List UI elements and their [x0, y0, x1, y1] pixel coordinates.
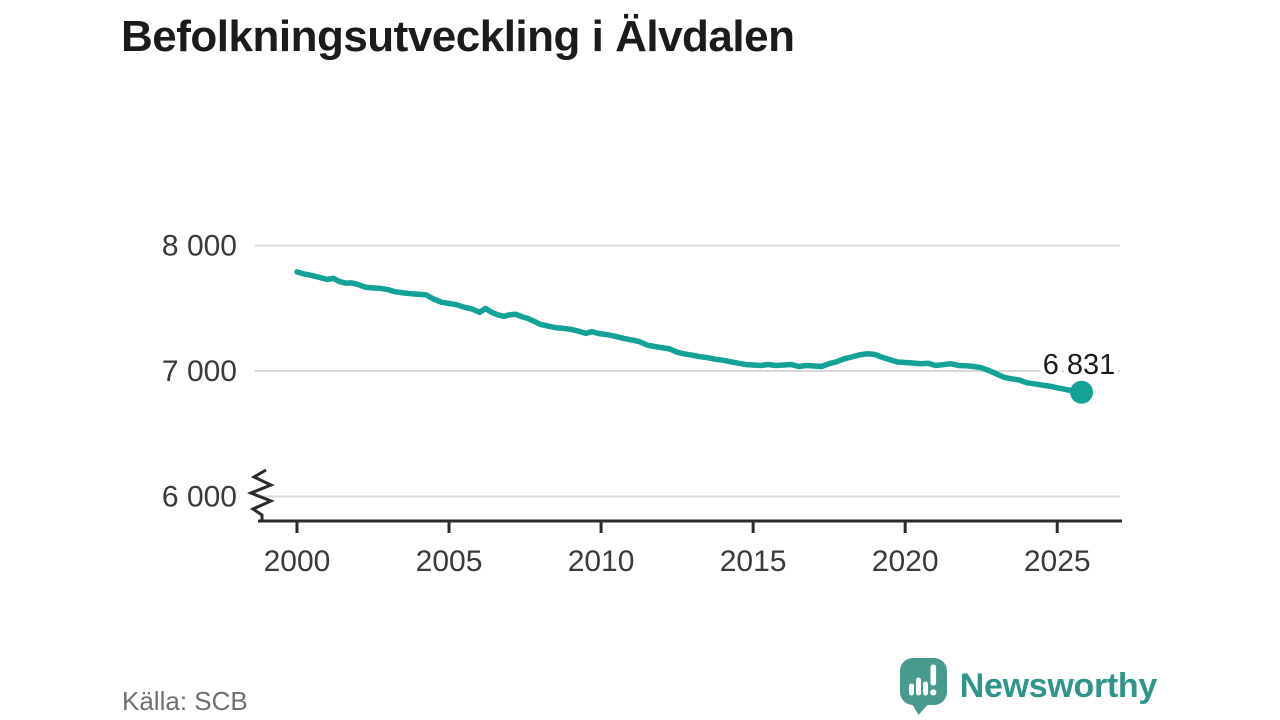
y-tick-label-6000: 6 000: [162, 481, 237, 514]
y-tick-label-7000: 7 000: [162, 355, 237, 388]
x-tick-label-2025: 2025: [1024, 545, 1091, 578]
x-tick-label-2005: 2005: [416, 545, 483, 578]
x-tick-label-2020: 2020: [872, 545, 939, 578]
x-tick-label-2010: 2010: [568, 545, 635, 578]
newsworthy-logo: Newsworthy: [899, 657, 1157, 716]
series-group: [294, 269, 1094, 404]
axis-group: [246, 468, 1122, 533]
tick-labels-group: 8 000 7 000 6 000 2000 2005 2010 2015 2020 2025: [162, 230, 1091, 579]
x-tick-label-2000: 2000: [264, 545, 331, 578]
chart-title: Befolkningsutveckling i Älvdalen: [121, 12, 795, 61]
population-line: [294, 269, 1085, 395]
y-tick-label-8000: 8 000: [162, 230, 237, 263]
annotation-group: 6 831: [1038, 345, 1120, 386]
newsworthy-wordmark: Newsworthy: [959, 667, 1158, 705]
grid-group: [255, 244, 1120, 498]
end-value-label: 6 831: [1043, 349, 1116, 381]
source-label: Källa: SCB: [122, 686, 248, 716]
logo-bar-chart-icon: [908, 664, 937, 696]
newsworthy-logo-icon: [899, 658, 947, 715]
end-point-marker: [1070, 380, 1094, 404]
y-axis-break-icon: [246, 468, 275, 521]
x-tick-label-2015: 2015: [720, 545, 787, 578]
